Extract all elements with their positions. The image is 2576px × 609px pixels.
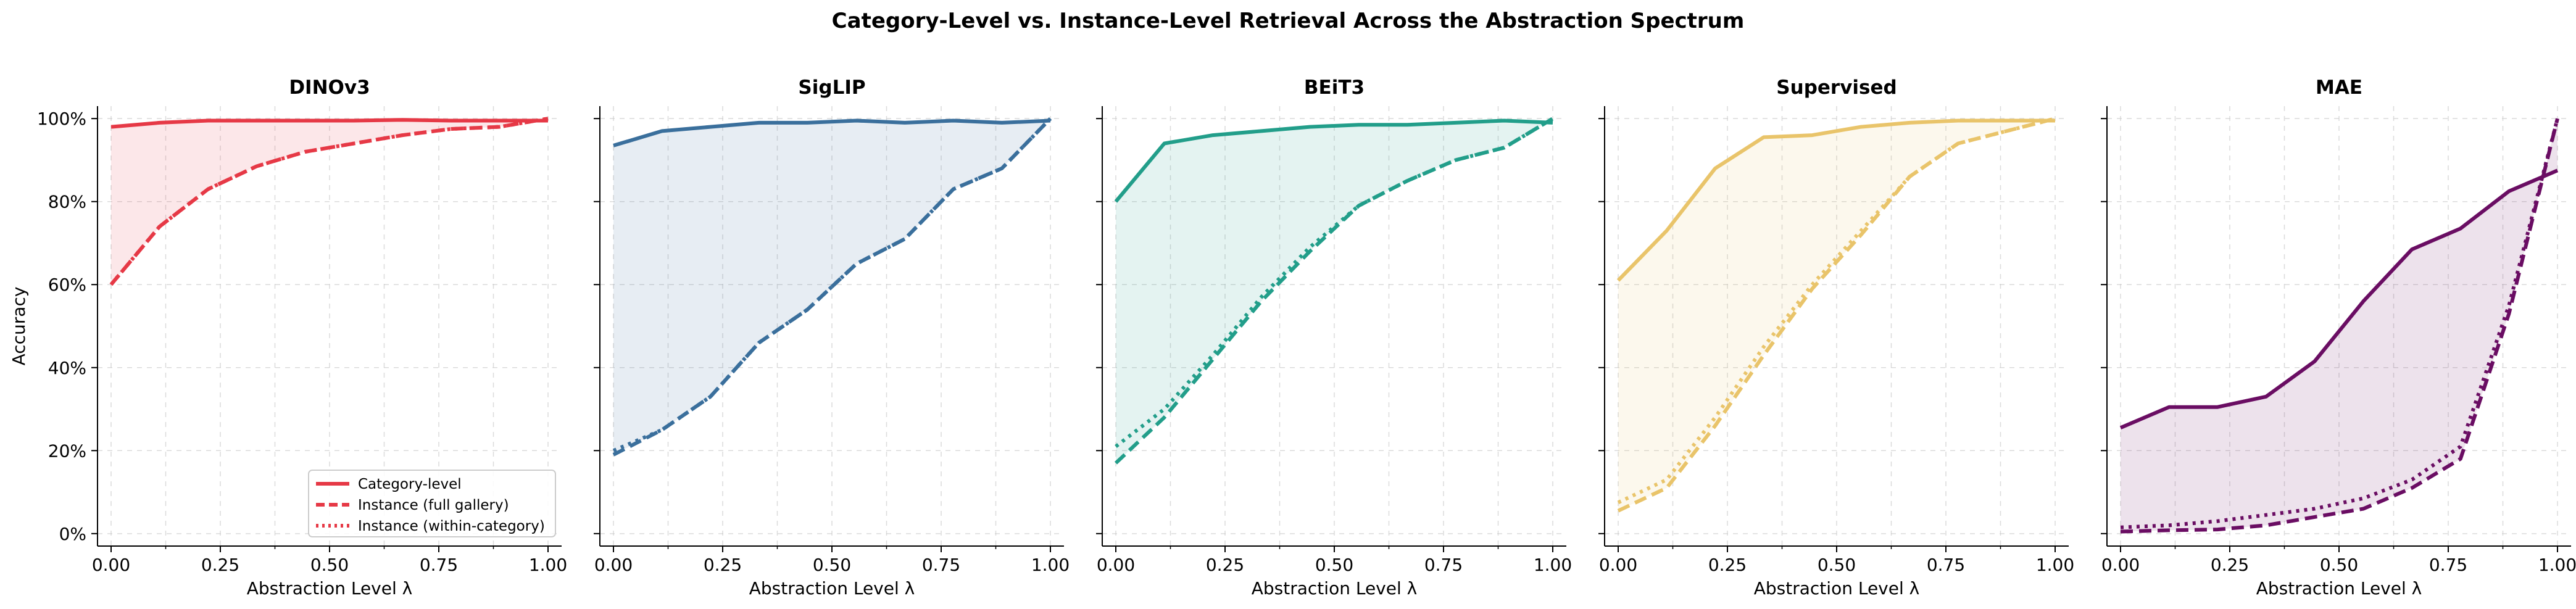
x-tick-label: 0.75 [420, 555, 458, 575]
panel-title: MAE [2316, 77, 2362, 99]
x-tick-label: 0.25 [704, 555, 742, 575]
x-tick-label: 0.50 [1315, 555, 1353, 575]
x-tick-label: 0.25 [1206, 555, 1244, 575]
gap-fill-area [111, 118, 548, 285]
series-line-instance-within [109, 117, 549, 286]
y-tick-label: 40% [48, 358, 86, 378]
x-tick-label: 0.25 [1708, 555, 1747, 575]
series-line-category [1616, 118, 2055, 282]
x-tick-label: 0.00 [1097, 555, 1135, 575]
series-line-category [2119, 168, 2559, 430]
x-tick-label: 0.75 [922, 555, 960, 575]
x-tick-label: 0.50 [2320, 555, 2358, 575]
y-tick-label: 100% [37, 109, 86, 129]
legend-entry: Category-level [358, 476, 462, 492]
x-tick-label: 0.00 [92, 555, 130, 575]
x-tick-label: 0.00 [2101, 555, 2140, 575]
series-line-instance-within [612, 117, 1052, 453]
series-line-category [110, 118, 548, 129]
panel-title: BEiT3 [1304, 77, 1365, 99]
x-tick-label: 1.00 [1534, 555, 1572, 575]
legend-entry: Instance (within-category) [358, 518, 545, 534]
x-tick-label: 0.75 [1927, 555, 1965, 575]
gap-fill-area [1116, 118, 1553, 463]
legend-entry: Instance (full gallery) [358, 497, 509, 513]
chart-panel-5: 0.00 0.25 0.50 0.75 1.00 MAE Abstraction Level… [2101, 77, 2576, 599]
x-tick-label: 1.00 [2036, 555, 2074, 575]
chart-panel-1: 0.00 0.25 0.50 0.75 1.00 0% 20% 40% 60% 80% 100% DI… [9, 77, 567, 599]
x-tick-label: 0.25 [201, 555, 239, 575]
chart-panel-4: 0.00 0.25 0.50 0.75 1.00 Supervised Abstractio… [1598, 77, 2074, 599]
x-tick-label: 0.00 [594, 555, 633, 575]
y-tick-label: 20% [48, 441, 86, 461]
x-tick-label: 0.50 [310, 555, 349, 575]
series-line-instance-full [1617, 117, 2056, 513]
series-line-instance-within [1115, 117, 1554, 448]
x-tick-label: 0.50 [1818, 555, 1856, 575]
series-line-category [613, 118, 1051, 147]
chart-panel-2: 0.00 0.25 0.50 0.75 1.00 SigLIP Abstraction Le… [594, 77, 1070, 599]
panel-title: SigLIP [798, 77, 865, 99]
figure-title: Category-Level vs. Instance-Level Retrie… [832, 9, 1745, 33]
y-tick-label: 0% [59, 524, 86, 544]
x-tick-label: 0.25 [2211, 555, 2249, 575]
x-tick-label: 0.00 [1599, 555, 1637, 575]
x-axis-label: Abstraction Level λ [247, 578, 412, 599]
chart-panel-3: 0.00 0.25 0.50 0.75 1.00 BEiT3 Abstraction Lev… [1096, 77, 1572, 599]
x-tick-label: 1.00 [2538, 555, 2576, 575]
x-tick-label: 1.00 [1031, 555, 1070, 575]
panel-title: DINOv3 [289, 77, 370, 99]
y-axis-label: Accuracy [9, 287, 29, 366]
x-tick-label: 1.00 [529, 555, 567, 575]
series-line-category [1114, 118, 1553, 203]
gap-fill-area [2121, 118, 2557, 532]
chart-panels: 0.00 0.25 0.50 0.75 1.00 0% 20% 40% 60% 80% 100% DI… [9, 77, 2576, 599]
legend-box [308, 470, 556, 537]
panel-title: Supervised [1776, 77, 1897, 99]
x-axis-label: Abstraction Level λ [2256, 578, 2422, 599]
x-tick-label: 0.50 [813, 555, 851, 575]
series-line-instance-within [2120, 118, 2559, 529]
x-tick-label: 0.75 [1424, 555, 1463, 575]
x-tick-label: 0.75 [2429, 555, 2467, 575]
x-axis-label: Abstraction Level λ [1754, 578, 1919, 599]
series-line-instance-full [2120, 118, 2559, 534]
y-tick-label: 60% [48, 275, 86, 295]
gap-fill-area [1618, 118, 2055, 511]
x-axis-label: Abstraction Level λ [1252, 578, 1417, 599]
x-axis-label: Abstraction Level λ [749, 578, 915, 599]
y-tick-label: 80% [48, 192, 86, 212]
